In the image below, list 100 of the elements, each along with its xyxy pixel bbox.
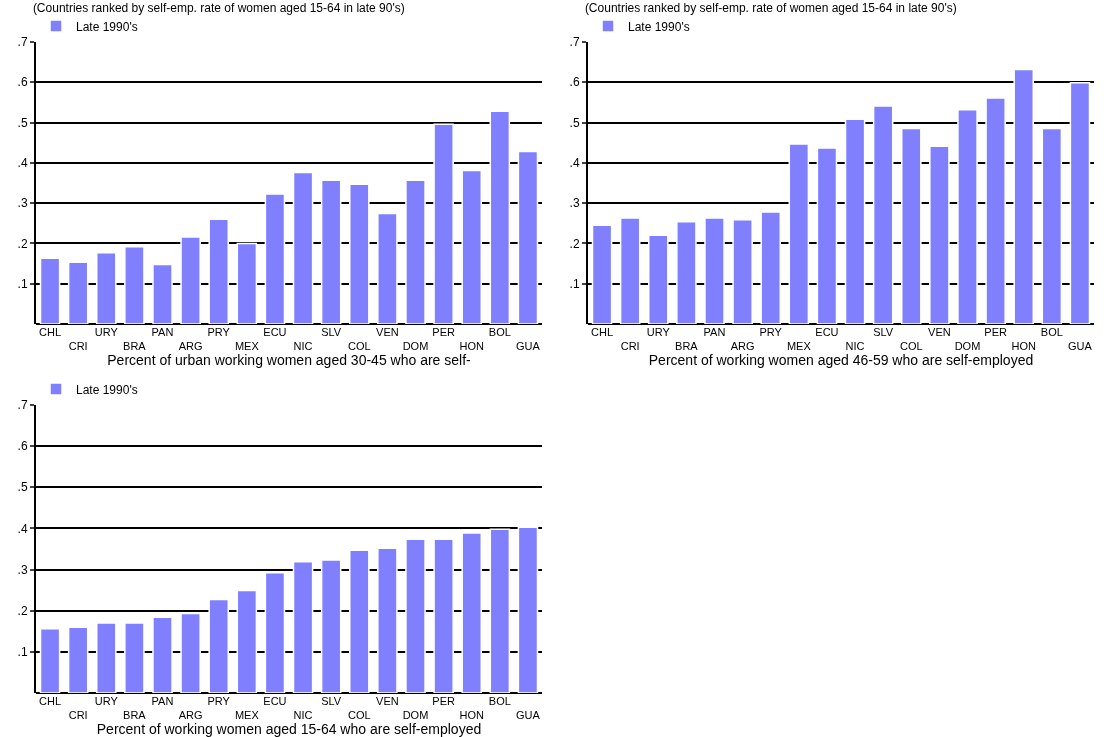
bar: [1069, 81, 1091, 324]
bar: [676, 220, 697, 324]
x-tick-label: CHL: [39, 695, 62, 707]
x-axis-title: Percent of working women aged 15-64 who are self-employed: [96, 721, 482, 737]
bar: [348, 183, 370, 324]
chart-title: (Countries ranked by self-emp. rate of women aged 15-64 in late 90's): [32, 1, 405, 16]
x-tick-label: SLV: [873, 326, 894, 338]
legend-label: Late 1990's: [628, 19, 690, 34]
x-tick-label: VEN: [928, 326, 951, 338]
bar: [957, 108, 978, 324]
x-tick-label: ECU: [815, 326, 839, 338]
x-tick-label: GUA: [1068, 340, 1093, 353]
x-tick-label: URY: [94, 326, 119, 338]
x-tick-label: HON: [459, 340, 484, 353]
bar: [39, 257, 61, 324]
bar: [152, 616, 173, 693]
bar: [489, 110, 511, 324]
y-tick-label: .7: [569, 35, 580, 50]
bar: [900, 127, 922, 324]
x-tick-label: DOM: [954, 340, 981, 353]
x-tick-label: COL: [347, 340, 371, 353]
x-tick-label: NIC: [845, 340, 865, 353]
x-tick-label: CHL: [591, 326, 614, 338]
y-tick-label: .6: [17, 75, 28, 90]
x-tick-label: COL: [899, 340, 923, 353]
x-tick-label: PER: [432, 695, 455, 707]
x-tick-label: CRI: [68, 709, 88, 722]
bar: [124, 622, 145, 693]
x-tick-label: PRY: [207, 695, 231, 707]
y-tick-label: .5: [17, 115, 28, 130]
x-tick-label: GUA: [516, 340, 541, 353]
y-tick-label: .7: [17, 398, 28, 413]
y-tick-label: .3: [569, 196, 580, 211]
bar: [517, 150, 539, 324]
x-tick-label: BOL: [1040, 326, 1063, 338]
bar: [320, 559, 342, 693]
x-tick-label: ECU: [263, 695, 287, 707]
x-tick-label: NIC: [293, 340, 313, 353]
y-tick-label: .4: [17, 156, 28, 171]
bar: [39, 628, 61, 693]
x-tick-label: GUA: [516, 709, 541, 722]
bar: [292, 561, 314, 693]
y-tick-label: .7: [17, 35, 28, 50]
bar: [180, 612, 201, 693]
y-tick-label: .5: [17, 480, 28, 495]
x-tick-label: NIC: [293, 709, 313, 722]
x-tick-label: URY: [94, 695, 119, 707]
x-tick-label: BRA: [123, 340, 147, 353]
legend-label: Late 1990's: [76, 19, 138, 34]
x-tick-label: DOM: [402, 340, 429, 353]
bar: [647, 234, 669, 324]
bar: [816, 147, 838, 324]
x-tick-label: BRA: [675, 340, 699, 353]
x-tick-label: PAN: [151, 695, 174, 707]
bar: [1041, 127, 1063, 324]
bar: [517, 526, 539, 693]
bar: [208, 598, 230, 693]
chart-title: (Countries ranked by self-emp. rate of women aged 15-64 in late 90's): [584, 1, 957, 16]
bar: [124, 245, 145, 324]
bar: [433, 123, 454, 324]
bar: [405, 538, 426, 693]
bar: [619, 217, 641, 324]
bar: [788, 143, 810, 324]
bar: [732, 218, 753, 324]
y-tick-label: .1: [569, 276, 580, 291]
bar: [95, 251, 117, 324]
bar: [377, 547, 398, 693]
x-tick-label: BRA: [123, 709, 147, 722]
y-tick-label: .1: [17, 276, 28, 291]
x-tick-label: MEX: [234, 709, 260, 722]
x-tick-label: CRI: [68, 340, 88, 353]
bar: [180, 236, 201, 324]
bar: [489, 528, 511, 693]
bar: [95, 622, 117, 693]
x-tick-label: ECU: [263, 326, 287, 338]
bar: [348, 549, 370, 693]
bar: [760, 211, 782, 324]
y-tick-label: .2: [569, 236, 580, 251]
y-tick-label: .6: [17, 439, 28, 454]
x-tick-label: PAN: [151, 326, 174, 338]
x-tick-label: PER: [432, 326, 455, 338]
x-axis-title: Percent of urban working women aged 30-45 who are self-: [107, 352, 472, 368]
bar: [405, 179, 426, 324]
bar: [67, 626, 89, 693]
x-tick-label: SLV: [321, 326, 342, 338]
x-tick-label: PAN: [703, 326, 726, 338]
y-tick-label: .2: [17, 236, 28, 251]
bar: [872, 105, 894, 324]
bar: [320, 179, 342, 324]
bar: [461, 532, 483, 693]
x-tick-label: MEX: [786, 340, 812, 353]
x-tick-label: MEX: [234, 340, 260, 353]
x-tick-label: BOL: [488, 326, 511, 338]
x-tick-label: BOL: [488, 695, 511, 707]
bar: [236, 589, 258, 693]
x-tick-label: HON: [459, 709, 484, 722]
x-tick-label: PRY: [759, 326, 783, 338]
bar: [377, 212, 398, 324]
bar: [208, 218, 230, 324]
bar: [433, 538, 454, 693]
